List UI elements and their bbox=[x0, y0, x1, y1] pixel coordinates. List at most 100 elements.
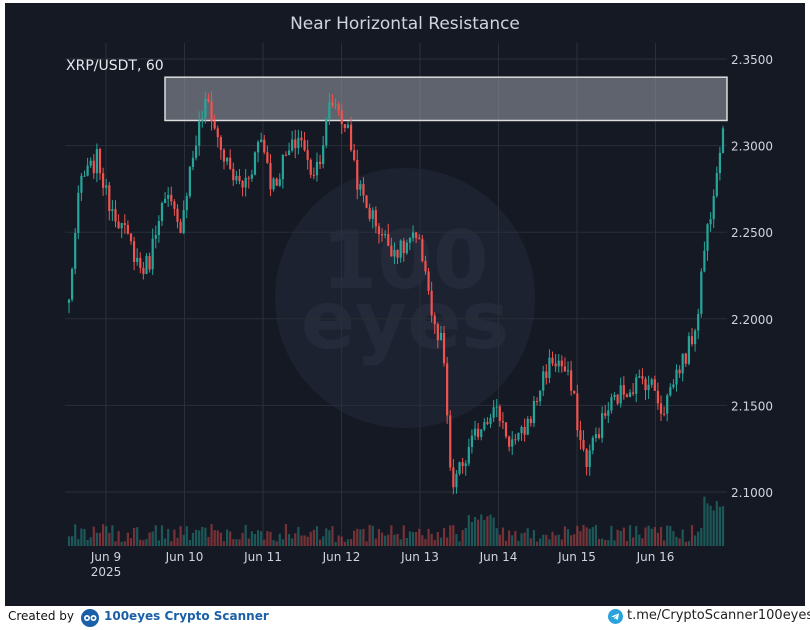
volume-bar bbox=[275, 541, 278, 546]
volume-bar bbox=[687, 541, 691, 546]
volume-bar bbox=[663, 540, 666, 546]
volume-bar bbox=[74, 524, 77, 546]
candle-body bbox=[675, 369, 678, 385]
volume-bar bbox=[622, 527, 625, 546]
candle-body bbox=[669, 387, 672, 396]
volume-bar bbox=[287, 534, 291, 546]
candle-body bbox=[67, 299, 71, 303]
volume-bar bbox=[628, 525, 632, 546]
volume-bar bbox=[672, 531, 675, 546]
volume-bar bbox=[548, 539, 551, 546]
volume-bar bbox=[498, 534, 501, 546]
candle-body bbox=[247, 177, 250, 179]
volume-bar bbox=[250, 531, 253, 546]
candle-body bbox=[365, 195, 368, 208]
volume-bar bbox=[551, 531, 554, 546]
candle-body bbox=[489, 417, 492, 424]
volume-bar bbox=[198, 530, 201, 546]
candle-body bbox=[520, 426, 523, 434]
volume-bar bbox=[374, 538, 377, 546]
candle-body bbox=[656, 390, 660, 404]
volume-bar bbox=[532, 530, 536, 546]
candle-body bbox=[201, 117, 204, 122]
volume-bar bbox=[517, 541, 520, 546]
candle-body bbox=[216, 128, 219, 138]
candle-body bbox=[470, 435, 474, 447]
candle-body bbox=[551, 357, 554, 364]
volume-bar bbox=[427, 528, 430, 546]
volume-bar bbox=[452, 525, 455, 546]
volume-bar bbox=[526, 528, 529, 546]
volume-bar bbox=[604, 540, 607, 546]
candle-body bbox=[213, 121, 216, 129]
volume-bar bbox=[712, 510, 715, 546]
volume-bar bbox=[694, 535, 697, 546]
volume-bar bbox=[167, 528, 170, 546]
candle-body bbox=[535, 401, 539, 403]
candle-body bbox=[291, 139, 294, 151]
volume-bar bbox=[213, 530, 216, 546]
volume-bar bbox=[343, 541, 346, 546]
candle-body bbox=[322, 145, 325, 165]
candle-body bbox=[613, 394, 616, 398]
candle-body bbox=[681, 353, 684, 374]
x-tick-label: Jun 9 bbox=[90, 550, 121, 564]
volume-bar bbox=[160, 525, 164, 546]
candle-body bbox=[517, 433, 520, 440]
candlestick-chart: 100 eyes 2.35002.30002.25002.20002.15002… bbox=[65, 14, 773, 579]
volume-bar bbox=[173, 529, 176, 546]
candle-body bbox=[390, 245, 393, 257]
candle-body bbox=[501, 421, 505, 423]
volume-bar bbox=[511, 535, 514, 546]
candle-body bbox=[108, 185, 111, 211]
volume-bar bbox=[70, 536, 74, 546]
volume-bar bbox=[415, 531, 418, 546]
volume-bar bbox=[570, 535, 573, 546]
candle-body bbox=[632, 392, 635, 394]
volume-bar bbox=[98, 532, 102, 546]
telegram-link[interactable]: t.me/CryptoScanner100eyes bbox=[627, 608, 810, 623]
volume-bar bbox=[108, 533, 111, 546]
volume-bar bbox=[492, 517, 495, 546]
created-by-label: Created by bbox=[8, 609, 75, 623]
volume-bar bbox=[235, 539, 238, 546]
candle-body bbox=[80, 175, 83, 193]
candle-body bbox=[421, 239, 424, 262]
volume-bar bbox=[591, 527, 594, 546]
candle-body bbox=[278, 179, 281, 186]
volume-bar bbox=[449, 525, 452, 546]
candle-body bbox=[498, 406, 501, 422]
volume-bar bbox=[83, 528, 86, 546]
candle-body bbox=[508, 436, 511, 447]
candle-body bbox=[151, 238, 154, 270]
x-year-label: 2025 bbox=[91, 565, 122, 579]
y-tick-label: 2.2000 bbox=[731, 313, 773, 327]
candle-body bbox=[356, 159, 359, 190]
volume-bar bbox=[421, 535, 424, 546]
candle-body bbox=[294, 139, 297, 149]
candle-body bbox=[523, 426, 526, 435]
volume-bar bbox=[477, 519, 480, 546]
volume-bar bbox=[467, 515, 470, 546]
telegram-icon bbox=[608, 609, 623, 624]
candle-body bbox=[266, 152, 269, 164]
y-axis: 2.3500 2.3000 2.2500 2.2000 2.1500 2.1000 bbox=[731, 53, 773, 500]
candle-body bbox=[439, 333, 443, 341]
candle-body bbox=[610, 397, 613, 411]
volume-bar bbox=[390, 525, 393, 546]
resistance-zone-layer bbox=[164, 76, 728, 122]
candle-body bbox=[433, 315, 436, 325]
candle-body bbox=[232, 168, 235, 181]
candle-body bbox=[241, 181, 244, 188]
candle-body bbox=[690, 336, 694, 345]
volume-bar bbox=[300, 535, 303, 546]
candle-body bbox=[709, 219, 712, 225]
candle-body bbox=[74, 232, 77, 269]
candle-body bbox=[284, 154, 288, 156]
volume-bar bbox=[703, 496, 706, 546]
candle-body bbox=[256, 141, 260, 153]
candle-body bbox=[334, 104, 337, 106]
volume-bar bbox=[461, 530, 464, 546]
brand-link[interactable]: 100eyes Crypto Scanner bbox=[104, 609, 269, 623]
volume-bar bbox=[656, 532, 660, 546]
